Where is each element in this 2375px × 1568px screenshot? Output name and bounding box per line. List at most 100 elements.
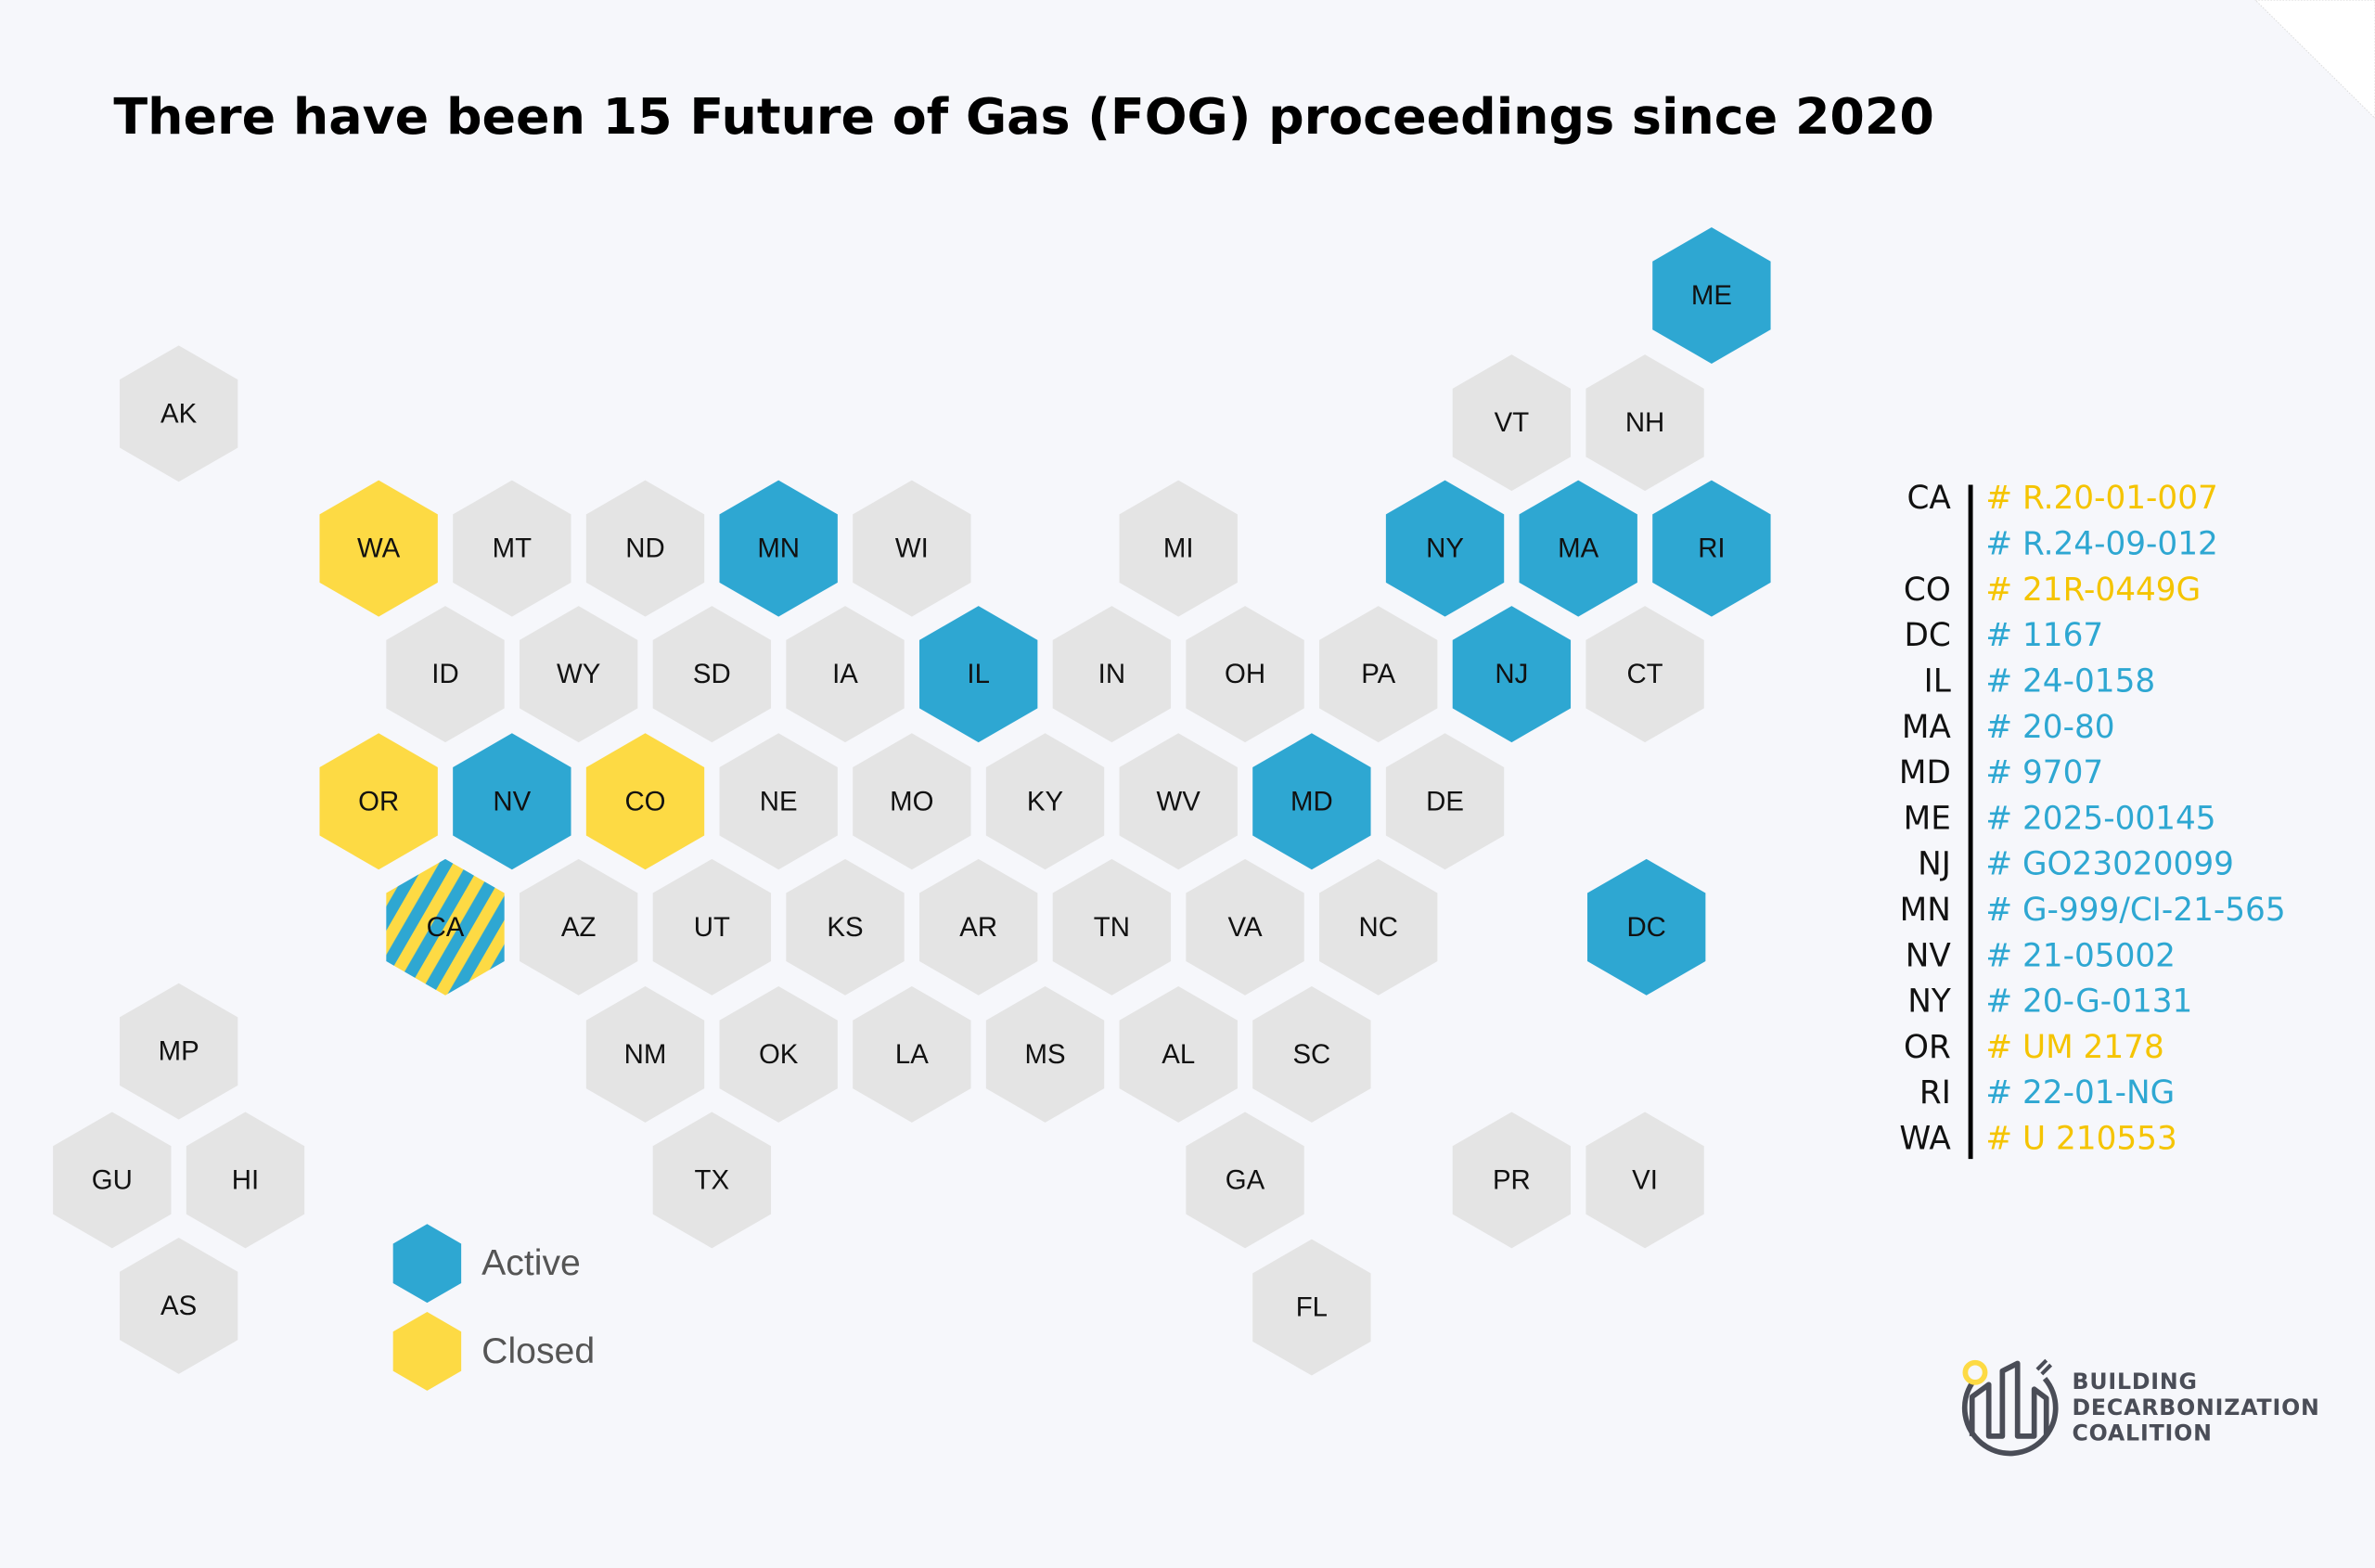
state-label: MI	[1163, 533, 1194, 564]
state-label: HI	[232, 1164, 259, 1195]
proceeding-docket: # 1167	[1985, 617, 2103, 654]
hex-shape	[520, 606, 638, 743]
state-hex-ri: RI	[1652, 480, 1771, 617]
state-label: AL	[1162, 1039, 1195, 1070]
state-hex-nh: NH	[1585, 354, 1704, 492]
state-hex-ar: AR	[919, 858, 1038, 996]
legend-swatch-active	[392, 1224, 462, 1304]
state-hex-or: OR	[319, 733, 438, 870]
state-label: OR	[358, 786, 399, 816]
hex-shape	[386, 606, 505, 743]
hex-shape	[386, 858, 505, 996]
state-label: AS	[160, 1291, 197, 1321]
state-hex-ne: NE	[719, 733, 838, 870]
state-label: SC	[1292, 1039, 1330, 1070]
hex-shape	[1585, 354, 1704, 492]
state-hex-wv: WV	[1119, 733, 1238, 870]
state-label: PR	[1493, 1164, 1531, 1195]
state-label: VT	[1495, 407, 1530, 438]
hex-shape	[585, 985, 705, 1123]
hex-shape	[1585, 1112, 1704, 1249]
state-label: NH	[1625, 407, 1664, 438]
hex-shape	[1252, 1239, 1371, 1376]
proceeding-docket: # U 210553	[1985, 1121, 2176, 1158]
proceeding-state: DC	[1905, 617, 1951, 654]
hex-shape	[1585, 606, 1704, 743]
hex-shape	[520, 858, 638, 996]
state-label: WI	[895, 533, 929, 564]
legend-label: Closed	[481, 1331, 595, 1371]
hex-shape	[1385, 733, 1505, 870]
state-label: IL	[967, 659, 990, 689]
state-hex-nv: NV	[453, 733, 571, 870]
state-hex-as: AS	[119, 1237, 238, 1374]
logo: BUILDING DECARBONIZATION COALITION	[1961, 1358, 2319, 1457]
state-label: ME	[1691, 280, 1732, 311]
state-label: NE	[760, 786, 798, 816]
hex-shape	[853, 733, 971, 870]
state-label: TX	[695, 1164, 730, 1195]
hex-shape	[853, 480, 971, 617]
state-label: IA	[832, 659, 858, 689]
hex-shape	[119, 1237, 238, 1374]
hex-shape	[119, 983, 238, 1120]
state-hex-vt: VT	[1452, 354, 1572, 492]
state-label: RI	[1698, 533, 1725, 564]
state-hex-gu: GU	[53, 1112, 172, 1249]
proceeding-state: ME	[1904, 800, 1951, 837]
proceeding-docket: # 2025-00145	[1985, 800, 2215, 837]
hex-shape	[719, 733, 838, 870]
state-label: GU	[92, 1164, 133, 1195]
state-hex-wi: WI	[853, 480, 971, 617]
proceeding-docket: # 21-05002	[1985, 937, 2176, 974]
state-hex-ia: IA	[786, 606, 905, 743]
state-label: DC	[1626, 912, 1665, 943]
state-hex-mo: MO	[853, 733, 971, 870]
proceedings-list: CA # R.20-01-007 # R.24-09-012 CO # 21R-0449…	[1899, 480, 2286, 1160]
proceeding-state: IL	[1924, 662, 1951, 700]
page-title: There have been 15 Future of Gas (FOG) p…	[113, 87, 1933, 146]
state-hex-la: LA	[853, 985, 971, 1123]
state-hex-ut: UT	[652, 858, 772, 996]
state-label: UT	[694, 912, 730, 943]
hex-shape	[1186, 858, 1304, 996]
state-hex-ok: OK	[719, 985, 838, 1123]
hex-shape	[1452, 1112, 1572, 1249]
hex-shape	[719, 480, 838, 617]
corner-fold	[2254, 0, 2375, 120]
state-hex-de: DE	[1385, 733, 1505, 870]
hex-shape	[652, 606, 772, 743]
state-hex-al: AL	[1119, 985, 1238, 1123]
state-hex-ca: CA	[386, 858, 505, 996]
hex-shape	[985, 985, 1105, 1123]
state-label: VA	[1228, 912, 1263, 943]
hex-shape	[1186, 1112, 1304, 1249]
state-hex-nj: NJ	[1452, 606, 1572, 743]
legend-swatch-closed	[392, 1311, 462, 1391]
hex-shape	[453, 480, 571, 617]
hex-shape	[985, 733, 1105, 870]
state-label: NY	[1426, 533, 1464, 564]
state-label: MO	[890, 786, 933, 816]
state-hex-co: CO	[585, 733, 705, 870]
state-hex-az: AZ	[520, 858, 638, 996]
state-hex-mn: MN	[719, 480, 838, 617]
state-label: SD	[693, 659, 731, 689]
hex-shape	[853, 985, 971, 1123]
state-hex-tn: TN	[1052, 858, 1172, 996]
proceeding-state: WA	[1899, 1121, 1951, 1158]
proceeding-state: NY	[1907, 983, 1951, 1021]
hex-shape	[1252, 985, 1371, 1123]
proceeding-state: CO	[1904, 572, 1951, 609]
state-hex-mi: MI	[1119, 480, 1238, 617]
hex-shape	[719, 985, 838, 1123]
state-hex-ky: KY	[985, 733, 1105, 870]
hex-shape	[585, 733, 705, 870]
state-label: FL	[1296, 1292, 1328, 1323]
state-hex-wa: WA	[319, 480, 438, 617]
state-hex-nm: NM	[585, 985, 705, 1123]
state-hex-ga: GA	[1186, 1112, 1304, 1249]
state-label: AZ	[561, 912, 597, 943]
state-label: DE	[1426, 786, 1464, 816]
